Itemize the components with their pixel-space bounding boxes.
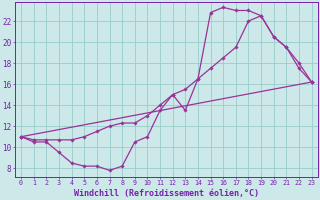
X-axis label: Windchill (Refroidissement éolien,°C): Windchill (Refroidissement éolien,°C) [74, 189, 259, 198]
